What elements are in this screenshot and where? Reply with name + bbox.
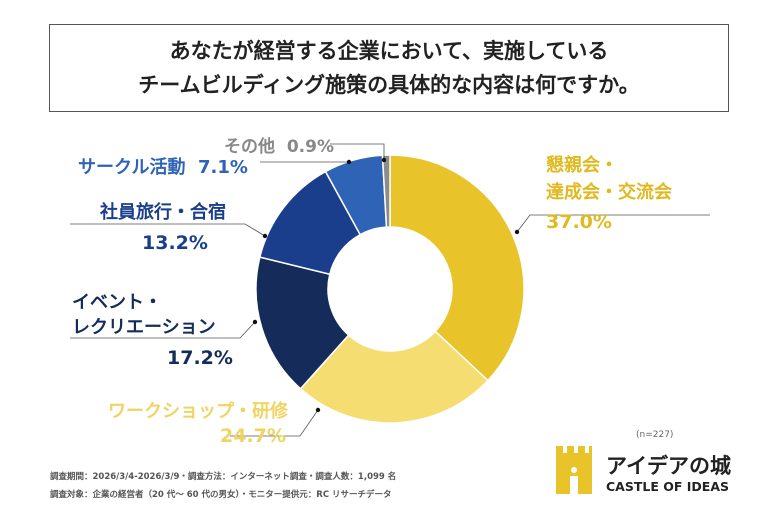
label-circle: サークル活動 7.1% bbox=[78, 153, 248, 179]
title-box: あなたが経営する企業において、実施している チームビルディング施策の具体的な内容… bbox=[49, 24, 729, 112]
leader-dot bbox=[381, 157, 387, 163]
label-value: 24.7% bbox=[220, 425, 286, 447]
label-value: 7.1% bbox=[198, 157, 248, 178]
logo-text-en: CASTLE OF IDEAS bbox=[606, 479, 729, 494]
label-value: 17.2% bbox=[167, 347, 233, 369]
leader-line bbox=[70, 223, 266, 237]
leader-dot bbox=[262, 233, 268, 239]
label-text: レクリエーション bbox=[72, 317, 216, 338]
donut-slice bbox=[299, 330, 489, 424]
title-line-1: あなたが経営する企業において、実施している bbox=[169, 39, 609, 63]
castle-logo-icon bbox=[556, 446, 592, 494]
title-line-2: チームビルディング施策の具体的な内容は何ですか。 bbox=[138, 73, 640, 97]
label-text: 懇親会・ bbox=[546, 155, 618, 176]
survey-note-1: 調査期間：2026/3/4-2026/3/9・調査方法：インターネット調査・調査… bbox=[50, 472, 397, 482]
leader-line bbox=[230, 409, 319, 437]
leader-line bbox=[516, 214, 710, 233]
label-shain-ryoko: 社員旅行・合宿 13.2% bbox=[100, 200, 226, 256]
leader-dot bbox=[346, 159, 352, 165]
label-value: 0.9% bbox=[286, 137, 334, 157]
donut-slice bbox=[381, 154, 391, 228]
leader-line bbox=[70, 321, 256, 339]
label-workshop: ワークショップ・研修 24.7% bbox=[108, 400, 288, 448]
logo-text-jp: アイデアの城 bbox=[606, 454, 731, 478]
sample-size: (n=227) bbox=[636, 430, 674, 440]
label-other: その他 0.9% bbox=[224, 132, 334, 157]
label-text: 社員旅行・合宿 bbox=[100, 202, 226, 223]
label-value: 13.2% bbox=[142, 232, 208, 254]
label-value: 37.0% bbox=[546, 211, 612, 233]
label-text: イベント・ bbox=[72, 292, 162, 313]
label-text: サークル活動 bbox=[78, 157, 186, 178]
leader-dot bbox=[252, 319, 258, 325]
leader-dot bbox=[315, 407, 321, 413]
label-event: イベント・ レクリエーション 17.2% bbox=[72, 290, 233, 371]
label-text: ワークショップ・研修 bbox=[108, 401, 288, 422]
label-text: 達成会・交流会 bbox=[546, 182, 672, 203]
label-konshinkai: 懇親会・ 達成会・交流会 37.0% bbox=[546, 152, 672, 236]
leader-line bbox=[330, 143, 385, 160]
survey-note-2: 調査対象：企業の経営者（20 代～ 60 代の男女）・モニター提供元：RC リサ… bbox=[50, 490, 392, 500]
leader-dot bbox=[514, 229, 520, 235]
donut-slice bbox=[389, 154, 525, 382]
label-text: その他 bbox=[224, 137, 275, 157]
